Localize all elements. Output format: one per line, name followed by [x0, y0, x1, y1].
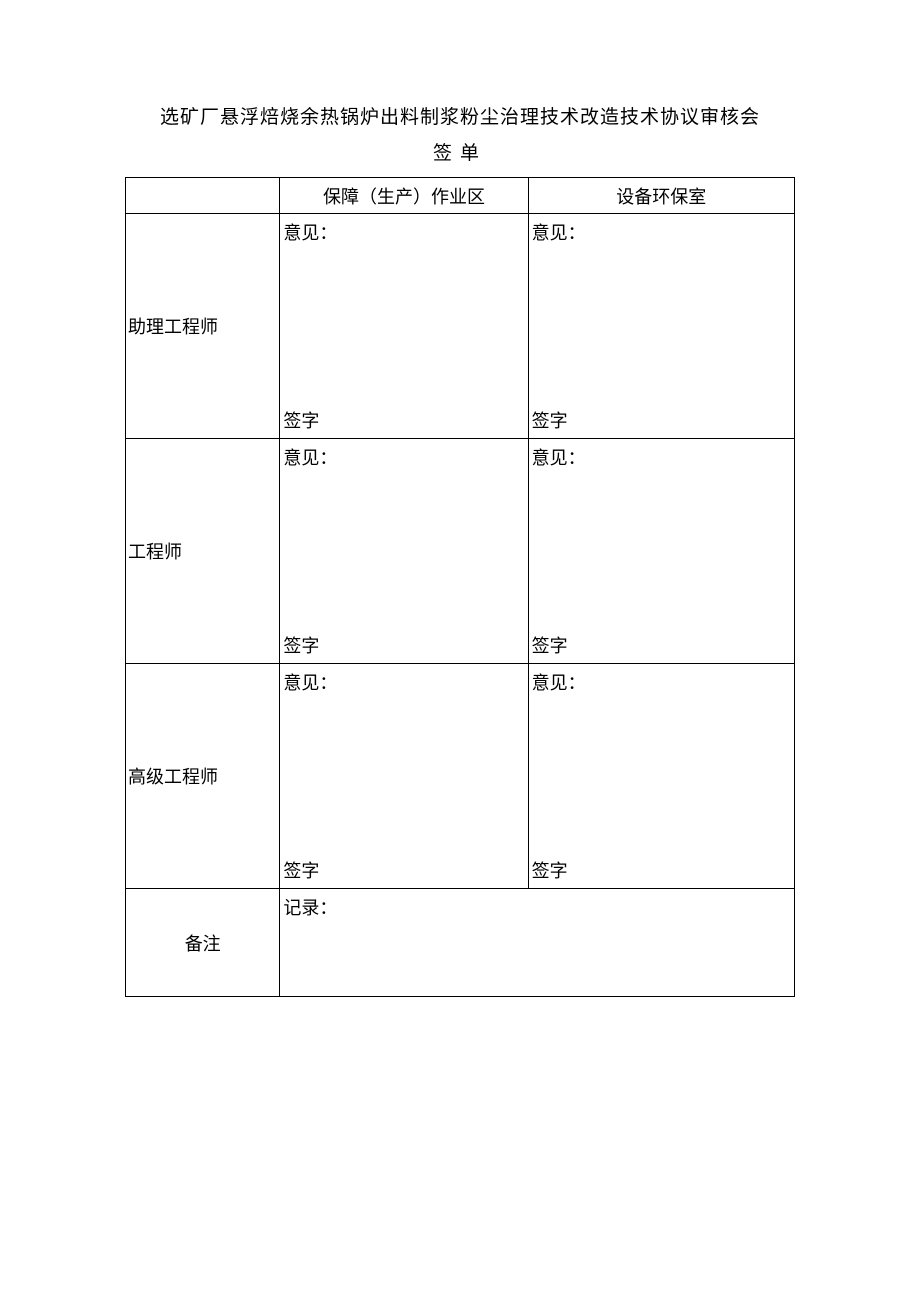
table-row: 工程师 意见： 签字 意见： 签字 — [126, 439, 795, 664]
opinion-label: 意见： — [283, 219, 337, 245]
opinion-cell: 意见： 签字 — [528, 664, 794, 889]
role-cell-engineer: 工程师 — [126, 439, 280, 664]
document-title-line1: 选矿厂悬浮焙烧余热锅炉出料制浆粉尘治理技术改造技术协议审核会 — [125, 100, 795, 136]
header-col2: 保障（生产）作业区 — [280, 178, 528, 214]
sign-label: 签字 — [283, 407, 319, 433]
header-col3: 设备环保室 — [528, 178, 794, 214]
sign-label: 签字 — [283, 632, 319, 658]
remark-cell: 备注 — [126, 889, 280, 997]
opinion-cell: 意见： 签字 — [528, 214, 794, 439]
document-title-line2: 签单 — [125, 136, 795, 172]
opinion-label: 意见： — [283, 669, 337, 695]
table-row: 助理工程师 意见： 签字 意见： 签字 — [126, 214, 795, 439]
table-row: 高级工程师 意见： 签字 意见： 签字 — [126, 664, 795, 889]
record-label: 记录： — [283, 894, 337, 920]
table-header-row: 保障（生产）作业区 设备环保室 — [126, 178, 795, 214]
table-row-remark: 备注 记录： — [126, 889, 795, 997]
opinion-cell: 意见： 签字 — [280, 439, 528, 664]
role-cell-senior-engineer: 高级工程师 — [126, 664, 280, 889]
record-cell: 记录： — [280, 889, 795, 997]
role-cell-assistant-engineer: 助理工程师 — [126, 214, 280, 439]
opinion-label: 意见： — [532, 669, 586, 695]
sign-label: 签字 — [532, 407, 568, 433]
opinion-cell: 意见： 签字 — [280, 214, 528, 439]
sign-label: 签字 — [283, 857, 319, 883]
sign-label: 签字 — [532, 857, 568, 883]
opinion-cell: 意见： 签字 — [528, 439, 794, 664]
opinion-label: 意见： — [532, 219, 586, 245]
opinion-cell: 意见： 签字 — [280, 664, 528, 889]
opinion-label: 意见： — [283, 444, 337, 470]
sign-label: 签字 — [532, 632, 568, 658]
opinion-label: 意见： — [532, 444, 586, 470]
header-col1 — [126, 178, 280, 214]
approval-table: 保障（生产）作业区 设备环保室 助理工程师 意见： 签字 意见： 签字 工程师 … — [125, 177, 795, 997]
